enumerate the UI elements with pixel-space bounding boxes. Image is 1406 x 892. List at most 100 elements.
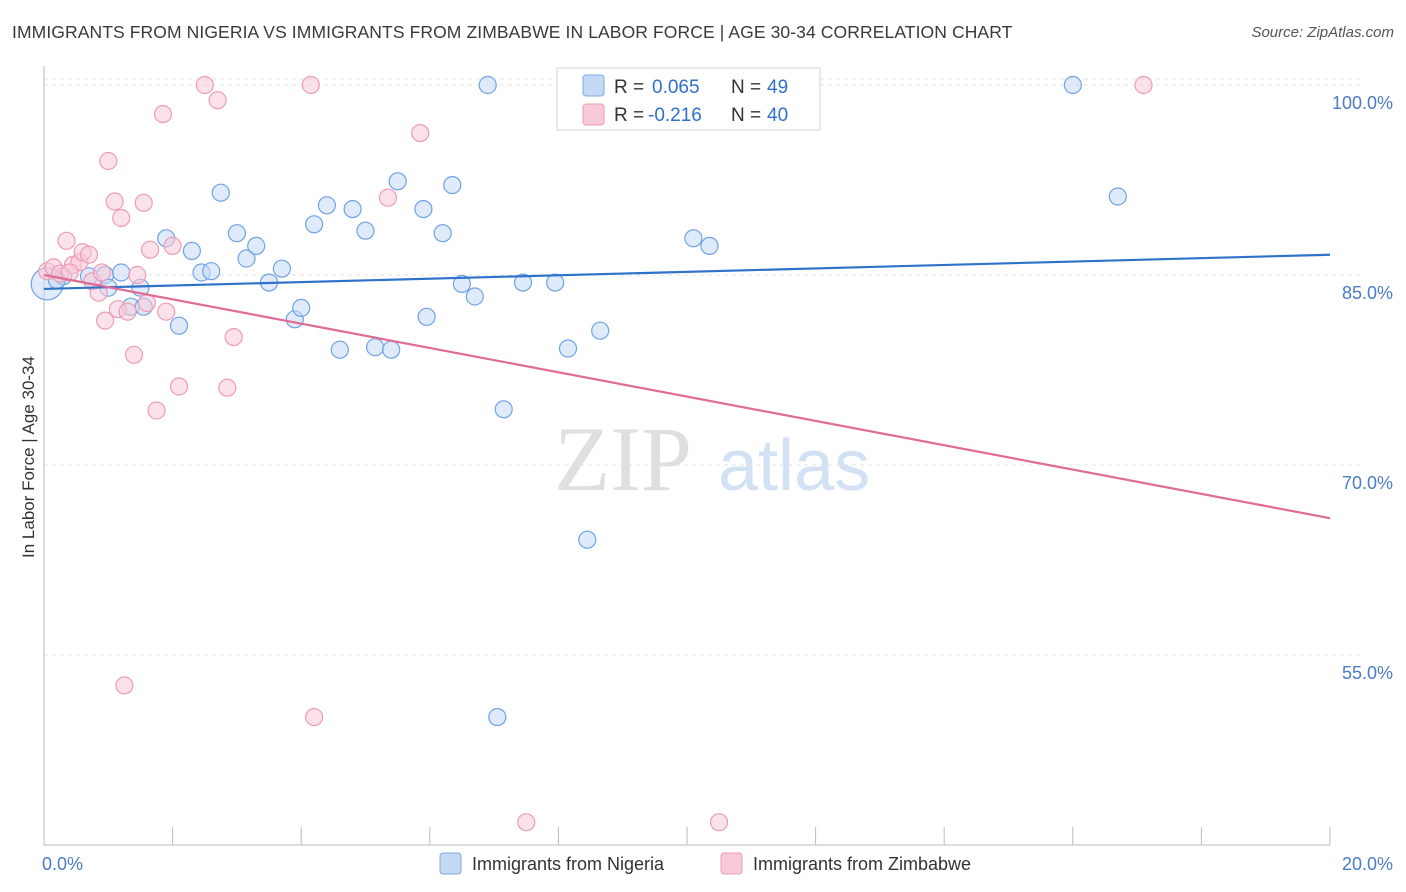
nigeria-point-34	[465, 287, 484, 306]
zimbabwe-point-24	[163, 236, 182, 255]
nigeria-point-41	[591, 321, 610, 340]
x-tick-label-0: 0.0%	[42, 854, 83, 874]
nigeria-point-9	[169, 316, 189, 335]
series-legend: Immigrants from Nigeria Immigrants from …	[439, 852, 971, 875]
nigeria-point-32	[443, 176, 462, 195]
zimbabwe-point-10	[95, 311, 115, 330]
nigeria-point-30	[417, 307, 436, 326]
zimbabwe-point-3	[57, 231, 76, 250]
zimbabwe-point-26	[195, 75, 214, 95]
zimbabwe-point-18	[134, 193, 153, 212]
legend-label-nigeria: Immigrants from Nigeria	[472, 854, 665, 874]
zimbabwe-point-31	[378, 188, 398, 207]
zimbabwe-point-35	[305, 707, 324, 727]
stats-legend: R = 0.065 N = 49 R = -0.216 N = 40	[556, 67, 821, 131]
legend-swatch-nigeria	[439, 852, 462, 875]
x-tick-labels: 0.0% 20.0%	[42, 854, 1393, 874]
nigeria-point-13	[211, 183, 230, 202]
axes	[43, 66, 1331, 846]
nigeria-point-47	[112, 263, 131, 282]
nigeria-point-38	[546, 273, 565, 292]
zimbabwe-point-30	[301, 75, 320, 95]
nigeria-point-23	[330, 340, 349, 359]
y-tick-labels: 100.0% 85.0% 70.0% 55.0%	[1332, 93, 1393, 683]
zimbabwe-point-14	[112, 208, 131, 228]
zimbabwe-point-27	[208, 91, 227, 110]
nigeria-point-40	[578, 530, 597, 549]
nigeria-r-label: R =	[614, 77, 644, 98]
nigeria-point-28	[388, 172, 407, 191]
zimbabwe-point-23	[157, 302, 176, 321]
y-tick-label-3: 55.0%	[1342, 663, 1393, 683]
zimbabwe-point-39	[60, 263, 79, 282]
nigeria-point-15	[237, 249, 256, 268]
zimbabwe-point-29	[224, 328, 243, 347]
nigeria-point-46	[1108, 187, 1127, 206]
nigeria-point-42	[684, 229, 703, 248]
nigeria-point-45	[1063, 75, 1082, 95]
source-credit: Source: ZipAtlas.com	[1251, 24, 1394, 41]
nigeria-point-33	[452, 274, 471, 293]
nigeria-point-21	[305, 215, 324, 234]
trend-lines	[43, 253, 1331, 520]
y-axis-title: In Labor Force | Age 30-34	[19, 356, 38, 558]
zimbabwe-point-11	[99, 151, 118, 171]
nigeria-point-14	[227, 224, 246, 243]
zimbabwe-n-label: N =	[731, 105, 761, 126]
nigeria-n-value: 49	[767, 77, 788, 98]
nigeria-swatch	[582, 74, 605, 97]
zimbabwe-point-19	[137, 293, 156, 312]
x-tick-label-1: 20.0%	[1342, 854, 1393, 874]
zimbabwe-point-36	[517, 813, 536, 832]
nigeria-point-20	[292, 298, 311, 317]
zimbabwe-point-38	[92, 263, 112, 282]
watermark-zip: ZIP	[554, 408, 692, 510]
nigeria-point-24	[343, 200, 362, 219]
zimbabwe-point-16	[124, 345, 144, 364]
zimbabwe-trend-line	[43, 273, 1331, 520]
nigeria-point-35	[478, 75, 497, 95]
zimbabwe-r-label: R =	[614, 105, 644, 126]
zimbabwe-n-value: 40	[767, 105, 788, 126]
data-points	[30, 75, 1153, 832]
nigeria-point-26	[366, 338, 385, 357]
nigeria-point-16	[247, 236, 266, 255]
zimbabwe-point-25	[169, 377, 189, 396]
nigeria-point-31	[433, 224, 452, 243]
nigeria-trend-line	[43, 253, 1331, 291]
nigeria-point-37	[513, 273, 533, 292]
watermark-atlas: atlas	[718, 426, 870, 506]
zimbabwe-point-34	[115, 676, 134, 695]
nigeria-point-43	[700, 236, 719, 255]
legend-swatch-zimbabwe	[720, 852, 743, 875]
nigeria-point-36	[494, 400, 513, 419]
legend-label-zimbabwe: Immigrants from Zimbabwe	[753, 854, 971, 874]
zimbabwe-point-17	[128, 265, 147, 285]
grid-lines	[44, 78, 1360, 656]
zimbabwe-point-12	[105, 192, 124, 211]
zimbabwe-point-21	[147, 401, 166, 420]
zimbabwe-point-7	[79, 245, 99, 264]
y-tick-label-0: 100.0%	[1332, 93, 1393, 113]
nigeria-r-value: 0.065	[652, 77, 700, 98]
nigeria-point-22	[317, 196, 336, 215]
y-tick-label-1: 85.0%	[1342, 283, 1393, 303]
nigeria-point-18	[272, 259, 291, 278]
nigeria-point-25	[356, 221, 375, 240]
nigeria-point-12	[202, 262, 221, 281]
zimbabwe-point-15	[118, 302, 137, 321]
nigeria-point-27	[382, 340, 401, 359]
nigeria-n-label: N =	[731, 77, 761, 98]
zimbabwe-point-22	[153, 104, 173, 124]
chart-title: IMMIGRANTS FROM NIGERIA VS IMMIGRANTS FR…	[12, 22, 1013, 42]
nigeria-point-44	[488, 707, 507, 727]
zimbabwe-point-32	[411, 124, 430, 143]
y-tick-label-2: 70.0%	[1342, 473, 1393, 493]
nigeria-point-10	[182, 241, 201, 260]
nigeria-point-39	[558, 339, 578, 358]
zimbabwe-point-28	[218, 378, 237, 397]
zimbabwe-point-33	[1134, 75, 1153, 95]
zimbabwe-r-value: -0.216	[648, 105, 702, 126]
zimbabwe-point-20	[141, 240, 160, 259]
